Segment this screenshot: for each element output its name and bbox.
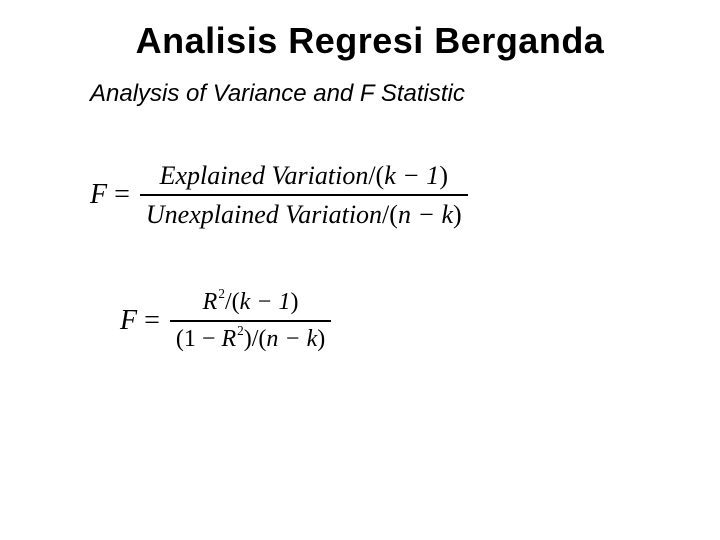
denominator: (1 − R2)/(n − k) bbox=[170, 323, 331, 356]
word-variation: Variation bbox=[285, 200, 382, 229]
word-unexplained: Unexplained bbox=[146, 200, 279, 229]
equation-f-explained-unexplained: F = Explained Variation/(k − 1) Unexplai… bbox=[90, 158, 650, 232]
close-paren: ) bbox=[453, 200, 462, 229]
divider: /( bbox=[368, 161, 384, 190]
slide: Analisis Regresi Berganda Analysis of Va… bbox=[0, 0, 720, 540]
close-inner-paren: ) bbox=[244, 326, 252, 352]
slide-title: Analisis Regresi Berganda bbox=[90, 20, 650, 62]
denominator: Unexplained Variation/(n − k) bbox=[140, 197, 468, 232]
equals-sign: = bbox=[107, 179, 130, 210]
k-minus-1: k − 1 bbox=[384, 161, 439, 190]
fraction-bar bbox=[140, 194, 468, 196]
fraction: R2/(k − 1) (1 − R2)/(n − k) bbox=[170, 286, 331, 356]
var-R: R bbox=[221, 326, 236, 352]
numerator: R2/(k − 1) bbox=[197, 286, 305, 319]
open-1-minus: (1 − bbox=[176, 326, 222, 352]
divider: /( bbox=[225, 289, 240, 315]
superscript-2: 2 bbox=[218, 286, 225, 301]
slide-subtitle: Analysis of Variance and F Statistic bbox=[90, 80, 650, 108]
close-paren: ) bbox=[317, 326, 325, 352]
var-R: R bbox=[203, 289, 218, 315]
close-paren: ) bbox=[439, 161, 448, 190]
var-F: F bbox=[90, 179, 107, 210]
word-variation: Variation bbox=[272, 161, 369, 190]
word-explained: Explained bbox=[160, 161, 265, 190]
numerator: Explained Variation/(k − 1) bbox=[154, 158, 454, 193]
divider: /( bbox=[382, 200, 398, 229]
var-F: F bbox=[120, 305, 137, 336]
equation-f-r-squared: F = R2/(k − 1) (1 − R2)/(n − k) bbox=[120, 286, 650, 356]
equation-lhs: F = bbox=[120, 305, 160, 337]
equals-sign: = bbox=[137, 305, 160, 336]
superscript-2: 2 bbox=[237, 323, 244, 338]
n-minus-k: n − k bbox=[398, 200, 453, 229]
divider: /( bbox=[252, 326, 267, 352]
n-minus-k: n − k bbox=[266, 326, 317, 352]
fraction-bar bbox=[170, 320, 331, 322]
fraction: Explained Variation/(k − 1) Unexplained … bbox=[140, 158, 468, 232]
close-paren: ) bbox=[290, 289, 298, 315]
k-minus-1: k − 1 bbox=[240, 289, 291, 315]
equation-lhs: F = bbox=[90, 179, 130, 211]
